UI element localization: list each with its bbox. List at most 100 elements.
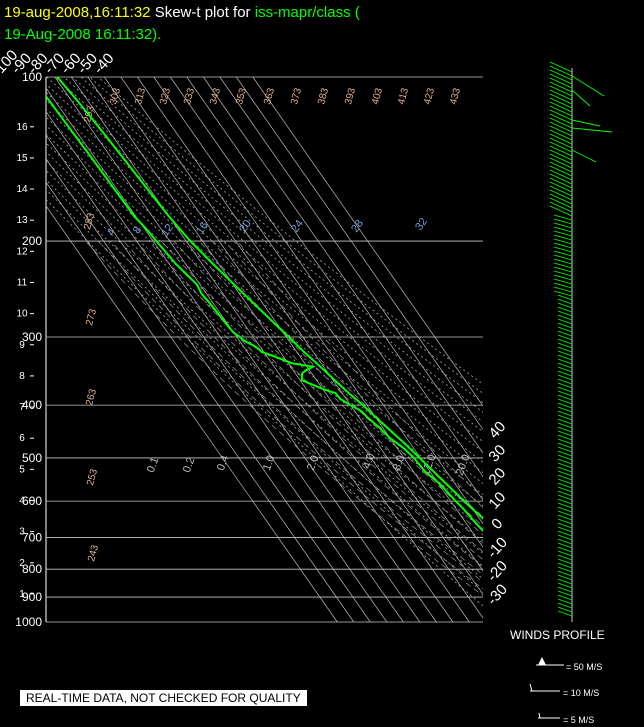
legend-pennant [538, 657, 546, 665]
wind-barb [557, 338, 573, 345]
dry-adiabat-line [63, 77, 483, 423]
wind-barb [549, 81, 573, 93]
wind-barb [549, 145, 573, 157]
dry-adiabat-label: 383 [316, 86, 331, 105]
isotherm-label-right: -10 [484, 534, 511, 561]
wind-barb [553, 270, 573, 277]
winds-layer [529, 61, 613, 719]
wind-barb [557, 362, 573, 369]
wind-barb [557, 482, 573, 489]
isotherm-line [54, 77, 437, 622]
legend-barb-5-flag [538, 712, 541, 719]
dry-adiabat-label: 373 [289, 86, 304, 105]
wind-barb [557, 294, 573, 301]
wind-barb [553, 286, 573, 293]
chart-header: 19-aug-2008,16:11:32 Skew-t plot for iss… [4, 2, 640, 46]
wind-barb [553, 254, 573, 261]
wind-barb [557, 562, 573, 569]
wind-barb [557, 354, 573, 361]
mixing-ratio-label-lower: 2.0 [305, 454, 322, 472]
dry-adiabat-label: 403 [370, 86, 385, 105]
wind-barb [557, 350, 573, 357]
wind-barb [557, 602, 573, 609]
wind-barb [553, 290, 573, 297]
wind-barb [557, 402, 573, 409]
wind-barb [553, 214, 573, 221]
wind-barb [557, 486, 573, 493]
height-km-label: 10 [16, 309, 28, 320]
wind-barb [557, 418, 573, 425]
wind-barb [553, 250, 573, 257]
dry-adiabat-line [46, 179, 483, 580]
legend-10ms: = 10 M/S [563, 688, 600, 698]
wind-barb [557, 450, 573, 457]
dry-adiabat-label: 363 [262, 86, 277, 105]
wind-barb [553, 282, 573, 289]
wind-barb [557, 394, 573, 401]
wind-barb [557, 550, 573, 557]
isotherm-label-right: -30 [484, 581, 511, 608]
wind-barb [557, 326, 573, 333]
wind-barb [557, 422, 573, 429]
wind-barb [557, 442, 573, 449]
dry-adiabat-line [46, 108, 483, 485]
wind-barb [557, 426, 573, 433]
mixing-ratio-label-lower: 8.0 [391, 454, 408, 472]
isotherm-line [46, 134, 388, 622]
wind-barb-upper [571, 149, 597, 163]
wind-barb [553, 246, 573, 253]
isotherm-line [46, 110, 404, 622]
wind-barb [549, 193, 573, 205]
winds-profile-title: WINDS PROFILE [510, 628, 605, 642]
wind-barb [557, 490, 573, 497]
height-km-label: 9 [19, 340, 25, 351]
wind-barb [549, 177, 573, 189]
wind-barb [557, 598, 573, 605]
mixing-ratio-label: 16 [194, 220, 211, 237]
dewpoint-trace [46, 94, 483, 533]
mixing-ratio-label-lower: 0.4 [215, 454, 232, 472]
wind-barb [549, 73, 573, 85]
isotherm-group [46, 77, 483, 622]
dry-adiabat-line [54, 77, 483, 433]
dry-adiabat-label: 303 [108, 86, 123, 105]
moist-adiabat-line [186, 240, 483, 536]
pressure-tick-label: 800 [22, 562, 42, 576]
mixing-ratio-label-lower: 4.0 [361, 452, 378, 470]
wind-barb-upper [571, 75, 605, 97]
wind-barb [549, 173, 573, 185]
height-km-label: 16 [16, 122, 28, 133]
wind-barb [557, 566, 573, 573]
wind-barb [549, 125, 573, 137]
wind-barb [557, 310, 573, 317]
dry-adiabat-line [46, 198, 483, 607]
legend-barb-10-flag [529, 683, 533, 692]
isotherm-line [236, 77, 483, 431]
dry-adiabat-group [46, 77, 483, 607]
wind-barb [557, 554, 573, 561]
wind-barb [557, 446, 573, 453]
wind-barb [557, 470, 573, 477]
isotherm-line [87, 77, 470, 622]
wind-barb [557, 374, 573, 381]
wind-barb [557, 478, 573, 485]
height-km-label: 11 [17, 277, 28, 288]
isotherm-label-right: 10 [485, 489, 509, 513]
wind-barb [557, 414, 573, 421]
wind-barb [557, 378, 573, 385]
wind-barb [557, 574, 573, 581]
wind-barb [557, 434, 573, 441]
wind-barb [557, 542, 573, 549]
dry-adiabat-label: 323 [158, 86, 173, 105]
pressure-tick-label: 100 [22, 70, 42, 84]
wind-barb [557, 606, 573, 613]
legend-50ms: = 50 M/S [566, 662, 603, 672]
wind-barb [557, 458, 573, 465]
wind-barb [557, 502, 573, 509]
pressure-tick-label: 600 [22, 494, 42, 508]
height-km-label: 5 [19, 464, 25, 475]
wind-barb [549, 89, 573, 101]
wind-barb [549, 149, 573, 161]
wind-barb [549, 105, 573, 117]
wind-barb [549, 97, 573, 109]
